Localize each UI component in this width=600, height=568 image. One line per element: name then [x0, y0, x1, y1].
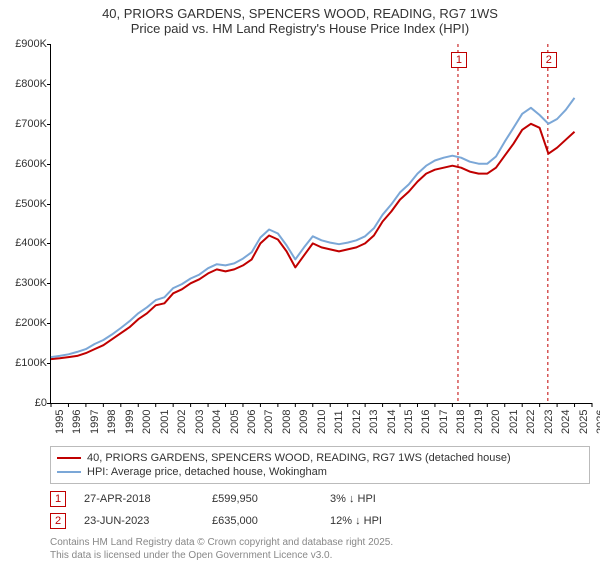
event-date: 23-JUN-2023 — [84, 515, 194, 527]
y-tick-mark — [47, 363, 51, 364]
y-tick-mark — [47, 323, 51, 324]
x-tick-label: 1999 — [124, 410, 136, 434]
x-tick-label: 2000 — [141, 410, 153, 434]
event-price: £635,000 — [212, 515, 312, 527]
y-tick-mark — [47, 243, 51, 244]
x-tick-label: 2013 — [368, 410, 380, 434]
x-tick-label: 2019 — [473, 410, 485, 434]
y-tick-mark — [47, 44, 51, 45]
x-tick-label: 2017 — [438, 410, 450, 434]
event-row: 2 23-JUN-2023 £635,000 12% ↓ HPI — [50, 510, 590, 532]
series-line-hpi — [51, 98, 575, 357]
x-tick-label: 2005 — [229, 410, 241, 434]
x-tick-label: 2015 — [403, 410, 415, 434]
x-tick-label: 2006 — [246, 410, 258, 434]
event-delta: 3% ↓ HPI — [330, 493, 450, 505]
x-tick-label: 2009 — [298, 410, 310, 434]
y-tick-label: £100K — [0, 357, 47, 369]
x-tick-label: 2007 — [263, 410, 275, 434]
x-tick-label: 2016 — [420, 410, 432, 434]
y-tick-mark — [47, 283, 51, 284]
event-marker: 1 — [50, 491, 66, 507]
event-marker-on-chart: 2 — [541, 52, 557, 68]
y-tick-label: £300K — [0, 277, 47, 289]
x-axis-ticks: 1995 1996 1997 1998 1999 2000 2001 2002 2003 2004… — [50, 404, 592, 440]
x-tick-label: 2014 — [386, 410, 398, 434]
x-tick-label: 2004 — [211, 410, 223, 434]
x-tick-label: 2023 — [543, 410, 555, 434]
x-tick-label: 1995 — [54, 410, 66, 434]
x-tick-label: 2012 — [351, 410, 363, 434]
event-price: £599,950 — [212, 493, 312, 505]
chart-container: 40, PRIORS GARDENS, SPENCERS WOOD, READI… — [0, 0, 600, 562]
series-line-price_paid — [51, 124, 575, 359]
y-tick-label: £500K — [0, 198, 47, 210]
x-tick-label: 1998 — [106, 410, 118, 434]
footer-line: This data is licensed under the Open Gov… — [50, 549, 590, 562]
y-tick-label: £600K — [0, 158, 47, 170]
event-marker: 2 — [50, 513, 66, 529]
y-tick-label: £800K — [0, 78, 47, 90]
y-tick-label: £400K — [0, 237, 47, 249]
x-tick-label: 2008 — [281, 410, 293, 434]
legend: 40, PRIORS GARDENS, SPENCERS WOOD, READI… — [50, 446, 590, 484]
legend-label: HPI: Average price, detached house, Woki… — [87, 466, 327, 478]
footer: Contains HM Land Registry data © Crown c… — [50, 536, 590, 562]
y-tick-label: £200K — [0, 317, 47, 329]
x-tick-label: 1996 — [71, 410, 83, 434]
chart-title: 40, PRIORS GARDENS, SPENCERS WOOD, READI… — [10, 6, 590, 21]
y-tick-label: £700K — [0, 118, 47, 130]
footer-line: Contains HM Land Registry data © Crown c… — [50, 536, 590, 549]
legend-label: 40, PRIORS GARDENS, SPENCERS WOOD, READI… — [87, 452, 511, 464]
x-tick-label: 2020 — [490, 410, 502, 434]
event-date: 27-APR-2018 — [84, 493, 194, 505]
events-table: 1 27-APR-2018 £599,950 3% ↓ HPI 2 23-JUN… — [50, 488, 590, 532]
x-tick-label: 2011 — [333, 410, 345, 434]
chart-subtitle: Price paid vs. HM Land Registry's House … — [10, 21, 590, 36]
y-tick-label: £0 — [0, 397, 47, 409]
x-tick-label: 1997 — [89, 410, 101, 434]
x-tick-label: 2010 — [316, 410, 328, 434]
x-tick-label: 2001 — [159, 410, 171, 434]
y-tick-mark — [47, 204, 51, 205]
x-tick-label: 2003 — [194, 410, 206, 434]
chart-svg — [51, 44, 592, 403]
y-tick-label: £900K — [0, 38, 47, 50]
y-tick-mark — [47, 84, 51, 85]
chart-titles: 40, PRIORS GARDENS, SPENCERS WOOD, READI… — [0, 0, 600, 40]
x-tick-label: 2025 — [578, 410, 590, 434]
x-tick-label: 2021 — [508, 410, 520, 434]
event-delta: 12% ↓ HPI — [330, 515, 450, 527]
event-marker-on-chart: 1 — [451, 52, 467, 68]
x-tick-label: 2002 — [176, 410, 188, 434]
y-tick-mark — [47, 164, 51, 165]
legend-swatch — [57, 471, 81, 473]
x-tick-label: 2018 — [455, 410, 467, 434]
legend-swatch — [57, 457, 81, 459]
legend-item: 40, PRIORS GARDENS, SPENCERS WOOD, READI… — [57, 451, 583, 465]
x-tick-label: 2024 — [560, 410, 572, 434]
y-tick-mark — [47, 124, 51, 125]
x-tick-label: 2026 — [595, 410, 600, 434]
x-tick-label: 2022 — [525, 410, 537, 434]
plot-area: £0£100K£200K£300K£400K£500K£600K£700K£80… — [50, 44, 592, 404]
legend-item: HPI: Average price, detached house, Woki… — [57, 465, 583, 479]
event-row: 1 27-APR-2018 £599,950 3% ↓ HPI — [50, 488, 590, 510]
